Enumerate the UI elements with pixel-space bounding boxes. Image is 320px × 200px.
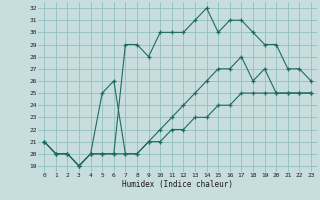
X-axis label: Humidex (Indice chaleur): Humidex (Indice chaleur) [122, 180, 233, 189]
